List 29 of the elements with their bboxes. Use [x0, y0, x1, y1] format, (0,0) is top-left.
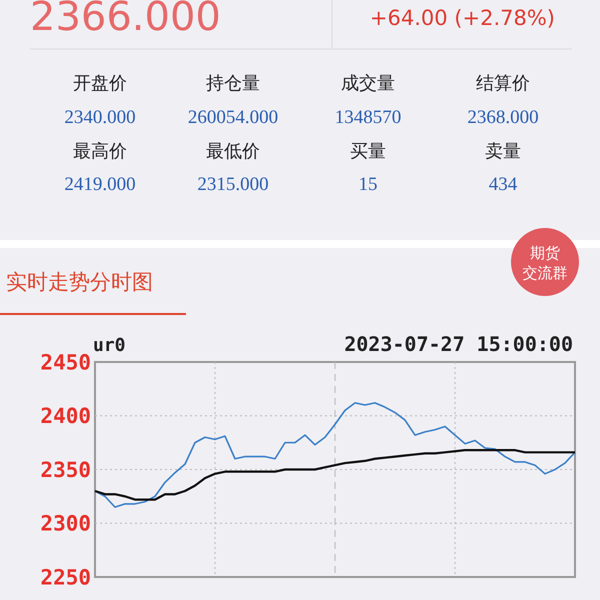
- text: 成交量: [341, 73, 395, 94]
- text: +64.00 (+2.78%): [370, 6, 555, 30]
- text: 卖量: [485, 141, 521, 162]
- line-series: [94, 402, 576, 508]
- text: 最高价: [73, 141, 127, 162]
- text: 2315.000: [197, 174, 269, 195]
- text: 开盘价: [73, 73, 127, 94]
- text: 2366.000: [30, 0, 221, 40]
- text: 2419.000: [64, 174, 136, 195]
- chat-group-button: 期货 交流群: [511, 228, 579, 296]
- line-series: [94, 449, 576, 501]
- text: 2368.000: [467, 107, 539, 128]
- y-tick-label: 2400: [40, 404, 91, 428]
- text: 结算价: [476, 73, 530, 94]
- text: 15: [358, 174, 378, 195]
- y-tick-label: 2250: [40, 565, 91, 590]
- text: 2340.000: [64, 107, 136, 128]
- text: 1348570: [334, 107, 402, 128]
- text: 2023-07-27 15:00:00: [344, 332, 573, 356]
- text: 434: [488, 174, 518, 195]
- text: 持仓量: [206, 73, 260, 94]
- text: 260054.000: [188, 107, 278, 128]
- text: 最低价: [206, 141, 260, 162]
- text: ur0: [93, 335, 126, 356]
- y-tick-label: 2300: [40, 512, 91, 536]
- text: 买量: [350, 141, 386, 162]
- chart-title: 实时走势分时图: [6, 270, 153, 294]
- y-tick-label: 2350: [40, 458, 91, 482]
- y-tick-label: 2450: [40, 350, 91, 374]
